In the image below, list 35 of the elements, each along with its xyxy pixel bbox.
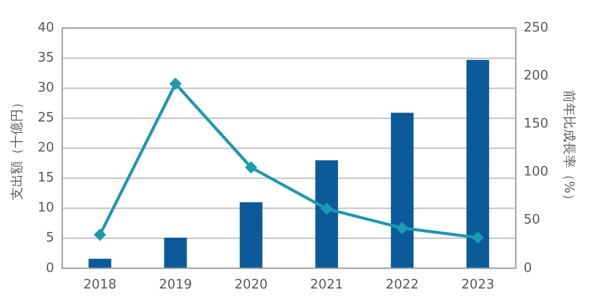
bar [390, 112, 414, 268]
y2-tick-label: 50 [524, 212, 540, 228]
bar [466, 60, 490, 268]
y-tick-label: 10 [38, 200, 54, 216]
y-axis-title: 支出額（十億円） [10, 96, 26, 200]
x-tick-label: 2018 [83, 278, 116, 293]
y-tick-label: 25 [38, 110, 54, 126]
y-tick-label: 35 [38, 50, 54, 66]
y-tick-label: 15 [38, 170, 54, 186]
point [472, 232, 484, 244]
bar [164, 238, 187, 268]
y-tick-label: 5 [46, 230, 54, 246]
y-tick-label: 40 [38, 20, 54, 36]
x-tick-label: 2023 [461, 278, 494, 293]
x-tick-label: 2021 [310, 278, 344, 293]
point [396, 222, 408, 234]
bar [240, 202, 262, 268]
x-tick-label: 2019 [158, 278, 192, 293]
point [321, 203, 332, 214]
bar [315, 160, 338, 268]
y2-tick-label: 200 [524, 68, 548, 84]
y2-tick-label: 150 [524, 116, 548, 132]
x-tick-label: 2020 [234, 278, 268, 293]
point [94, 229, 106, 240]
y2-axis-title: 前年比成長率（%） [560, 90, 577, 206]
point [170, 78, 182, 90]
y2-tick-label: 0 [524, 260, 532, 276]
y2-tick-label: 100 [524, 164, 548, 180]
bar [88, 258, 112, 268]
y2-tick-label: 250 [524, 20, 548, 36]
point [246, 162, 257, 173]
x-tick-label: 2022 [386, 278, 419, 293]
y-tick-label: 20 [38, 140, 54, 156]
y-tick-label: 0 [46, 260, 54, 276]
y-tick-label: 30 [38, 80, 54, 96]
